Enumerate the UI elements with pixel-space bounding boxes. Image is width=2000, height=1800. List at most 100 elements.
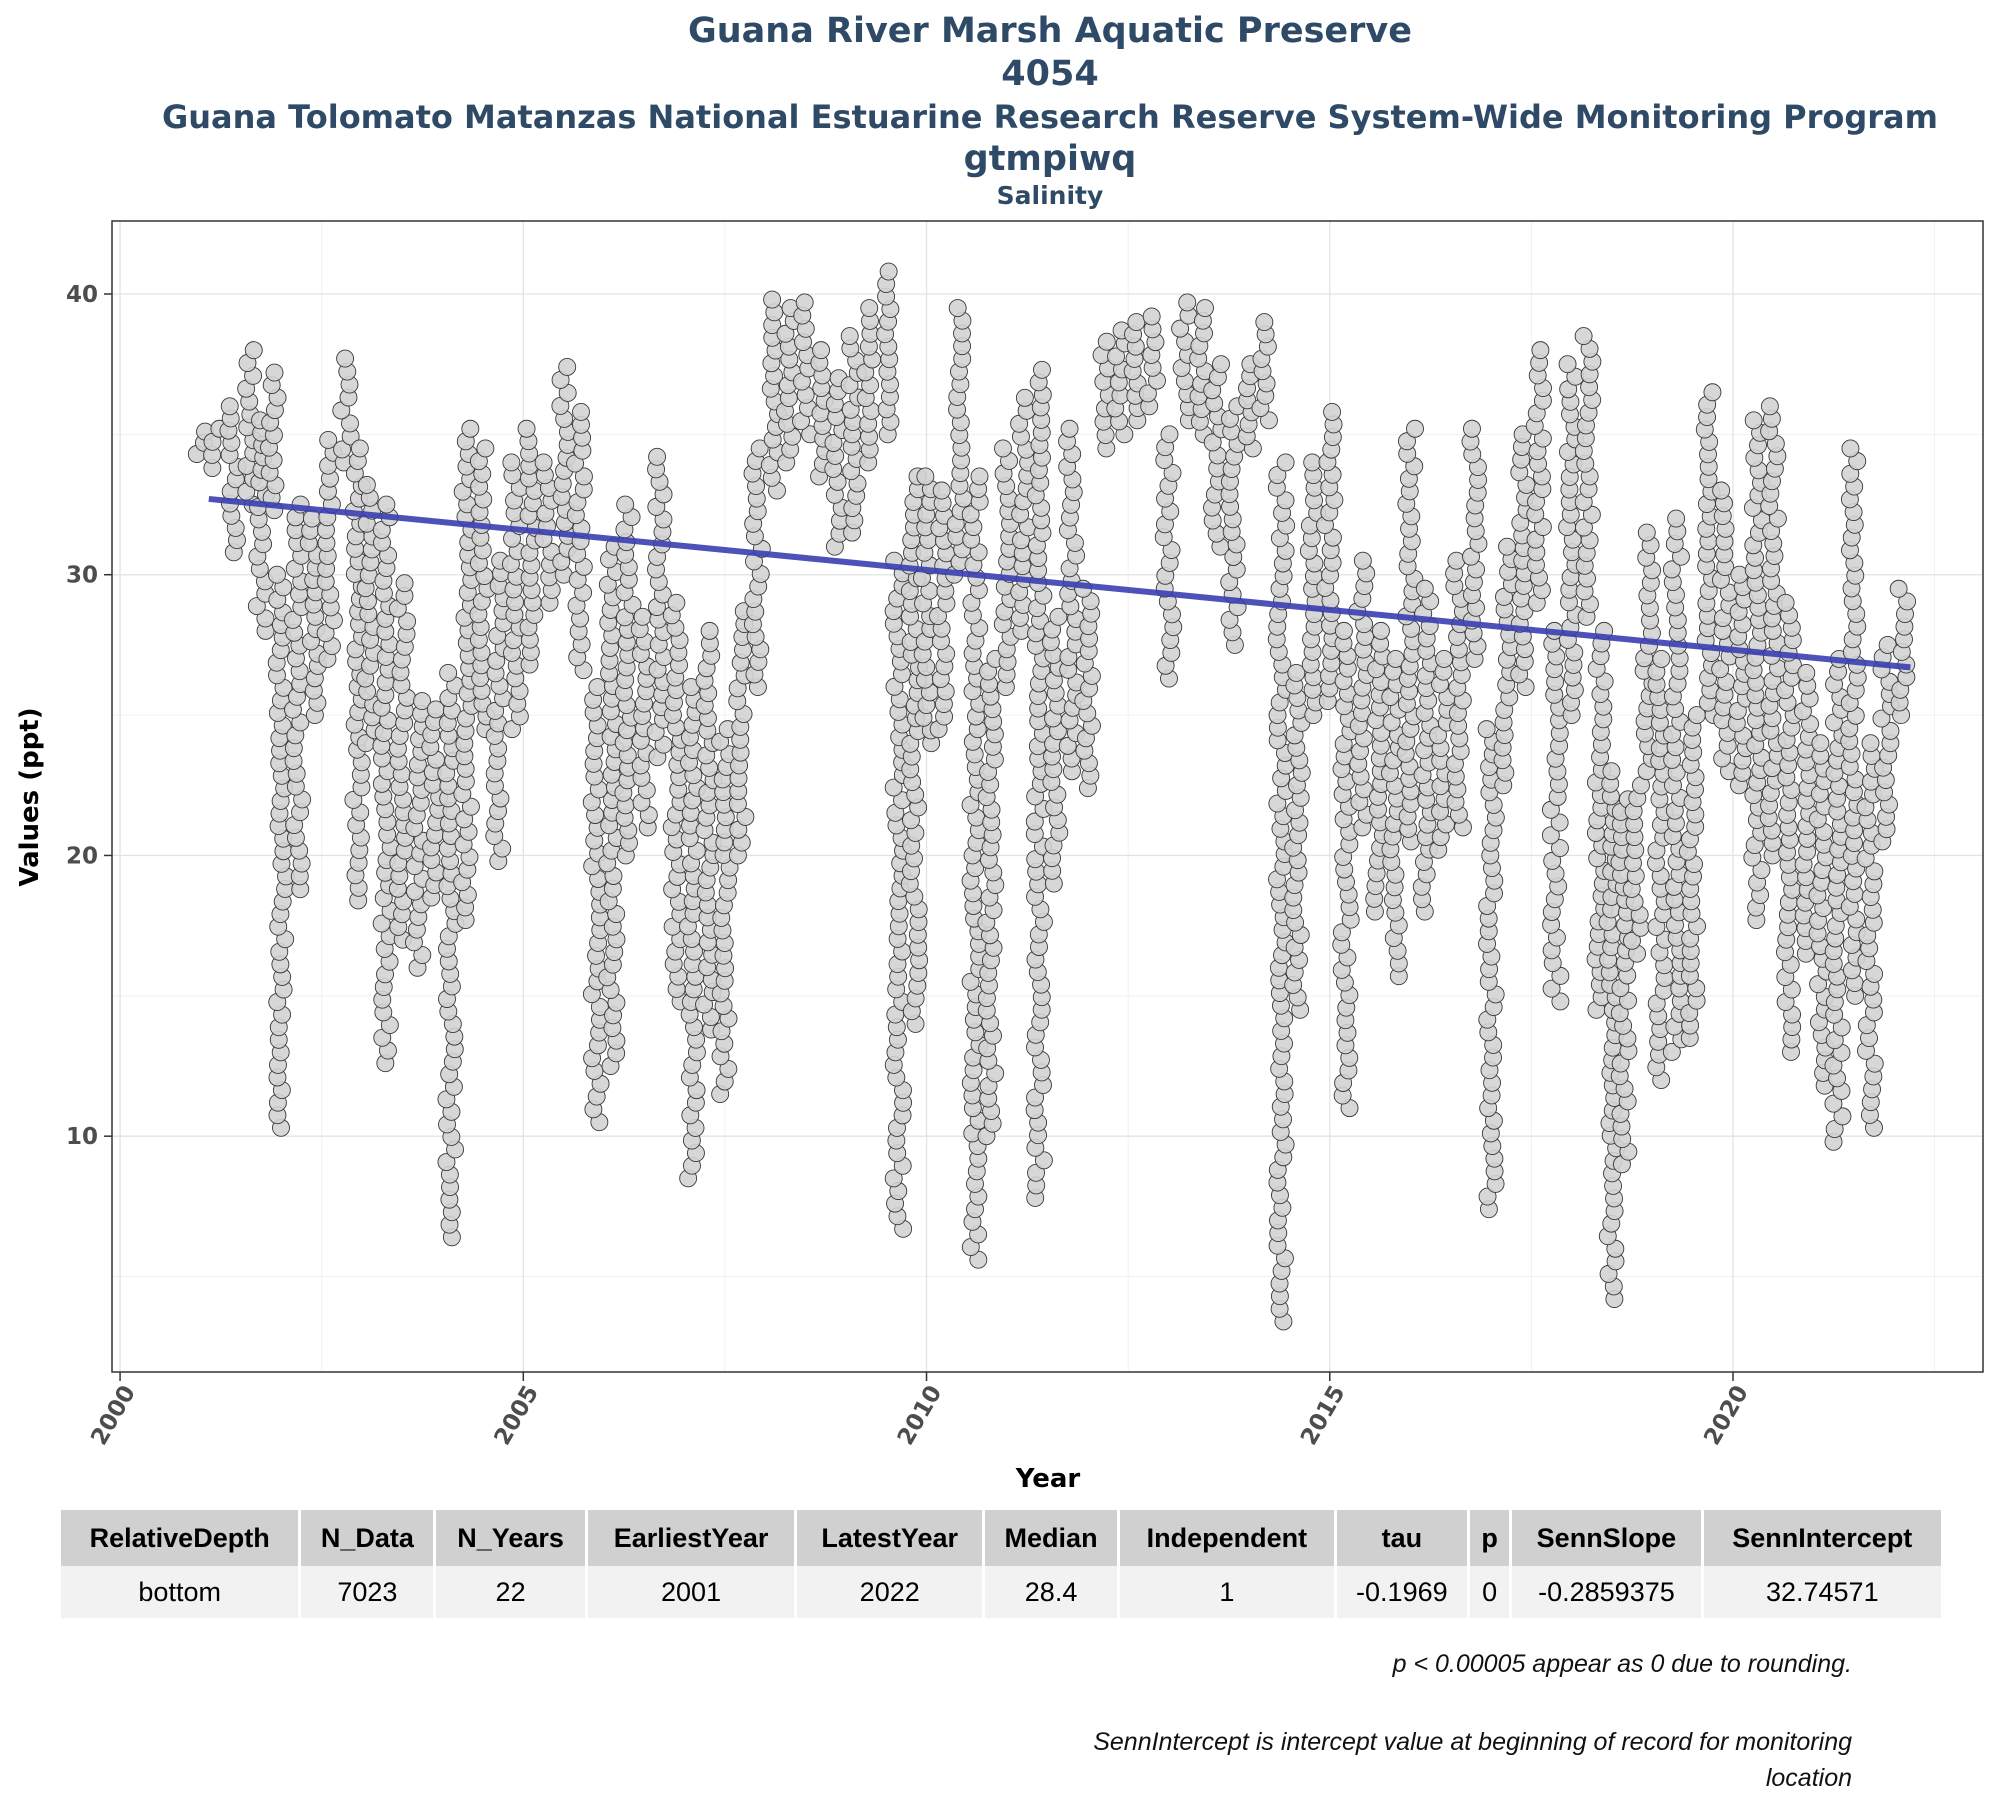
data-point: [1178, 293, 1197, 312]
data-point: [256, 609, 275, 628]
data-point: [1332, 923, 1351, 942]
data-point: [1220, 610, 1239, 629]
data-point: [1824, 1056, 1843, 1075]
data-point: [1107, 347, 1125, 366]
data-point: [268, 565, 286, 584]
data-point: [1744, 411, 1763, 430]
data-point: [961, 505, 980, 524]
data-point: [961, 972, 980, 991]
stats-cell: -0.1969: [1336, 1566, 1467, 1618]
data-point: [840, 327, 859, 346]
data-point: [558, 358, 577, 376]
data-point: [1833, 1107, 1852, 1126]
stats-header-cell: SennSlope: [1512, 1510, 1701, 1566]
data-point: [1160, 425, 1179, 444]
data-point: [1878, 635, 1897, 654]
data-point: [840, 376, 859, 395]
data-point: [1477, 720, 1496, 739]
footnote-senn-intercept: SennIntercept is intercept value at begi…: [1093, 1728, 1852, 1792]
data-point: [333, 440, 352, 459]
data-point: [1595, 672, 1614, 691]
data-point: [1841, 439, 1860, 458]
data-point: [319, 431, 338, 449]
title-line-4: gtmpiwq: [964, 139, 1137, 179]
data-point: [795, 293, 814, 312]
chart-titles: Guana River Marsh Aquatic Preserve 4054 …: [162, 11, 1938, 210]
stats-cell: 32.74571: [1703, 1566, 1941, 1618]
x-tick-label: 2000: [86, 1381, 141, 1449]
data-point: [1797, 664, 1816, 682]
data-point: [1558, 355, 1577, 374]
data-point: [1865, 862, 1884, 881]
y-axis-ticks: 10 20 30 40: [66, 282, 112, 1150]
data-point: [1323, 402, 1342, 421]
data-point: [1196, 299, 1214, 317]
data-point: [316, 624, 335, 643]
data-point: [462, 797, 480, 816]
stats-header-row: RelativeDepth N_Data N_Years EarliestYear La…: [61, 1510, 1941, 1566]
data-point: [1768, 509, 1787, 528]
data-point: [1861, 734, 1880, 753]
data-point: [750, 439, 769, 458]
data-point: [1371, 621, 1390, 640]
data-point: [265, 363, 284, 382]
data-point: [1498, 537, 1516, 556]
trend-line-path: [208, 495, 1911, 671]
data-point: [413, 692, 432, 711]
data-point: [1268, 794, 1287, 813]
stats-header-cell: N_Data: [301, 1510, 434, 1566]
data-point: [1872, 709, 1891, 728]
data-point: [1531, 341, 1550, 360]
stats-header-cell: RelativeDepth: [61, 1510, 299, 1566]
data-point: [1415, 579, 1434, 598]
data-point: [398, 612, 417, 631]
x-tick-label: 2010: [893, 1381, 948, 1449]
stats-table: RelativeDepth N_Data N_Years EarliestYear La…: [58, 1510, 1944, 1618]
data-point: [1406, 419, 1424, 438]
data-points: [187, 262, 1917, 1331]
data-point: [1255, 313, 1274, 332]
data-point: [572, 402, 590, 421]
data-point: [879, 262, 898, 281]
data-point: [1015, 388, 1034, 407]
data-point: [1268, 466, 1287, 485]
title-line-2: 4054: [1001, 54, 1098, 94]
stats-cell: 0: [1469, 1566, 1510, 1618]
data-point: [1097, 332, 1116, 351]
x-tick-label: 2015: [1296, 1381, 1351, 1449]
data-point: [377, 495, 396, 514]
stats-header-cell: LatestYear: [797, 1510, 983, 1566]
stats-header-cell: p: [1469, 1510, 1510, 1566]
title-line-1: Guana River Marsh Aquatic Preserve: [688, 11, 1412, 51]
data-point: [667, 593, 686, 612]
data-point: [1212, 355, 1230, 374]
data-point: [1623, 931, 1641, 950]
data-point: [1652, 649, 1671, 668]
data-point: [283, 610, 302, 629]
data-point: [1353, 551, 1372, 570]
stats-cell: 2001: [587, 1566, 795, 1618]
scatter-chart: Guana River Marsh Aquatic Preserve 4054 …: [15, 11, 1984, 1494]
data-point: [1898, 592, 1917, 611]
data-point: [1478, 1187, 1497, 1206]
data-point: [633, 607, 652, 626]
data-point: [1259, 411, 1278, 430]
data-point: [1752, 861, 1771, 880]
data-point: [1049, 607, 1068, 626]
data-point: [1662, 1043, 1681, 1061]
data-point: [350, 439, 369, 458]
data-point: [1582, 505, 1601, 524]
stats-body: bottom 7023 22 2001 2022 28.4 1 -0.1969 0 -0.2859…: [61, 1566, 1941, 1618]
data-point: [437, 1153, 456, 1171]
title-line-3: Guana Tolomato Matanzas National Estuari…: [162, 98, 1938, 136]
data-point: [1398, 432, 1416, 451]
y-tick-label: 40: [66, 282, 98, 308]
data-point: [220, 397, 239, 416]
data-point: [1171, 319, 1190, 338]
x-axis-title: Year: [1015, 1464, 1081, 1494]
data-point: [1574, 327, 1593, 346]
data-point: [884, 1169, 903, 1188]
chart-subtitle: Salinity: [997, 181, 1104, 210]
data-point: [860, 299, 879, 317]
x-axis-ticks: 2000 2005 2010 2015 2020: [86, 1372, 1754, 1450]
